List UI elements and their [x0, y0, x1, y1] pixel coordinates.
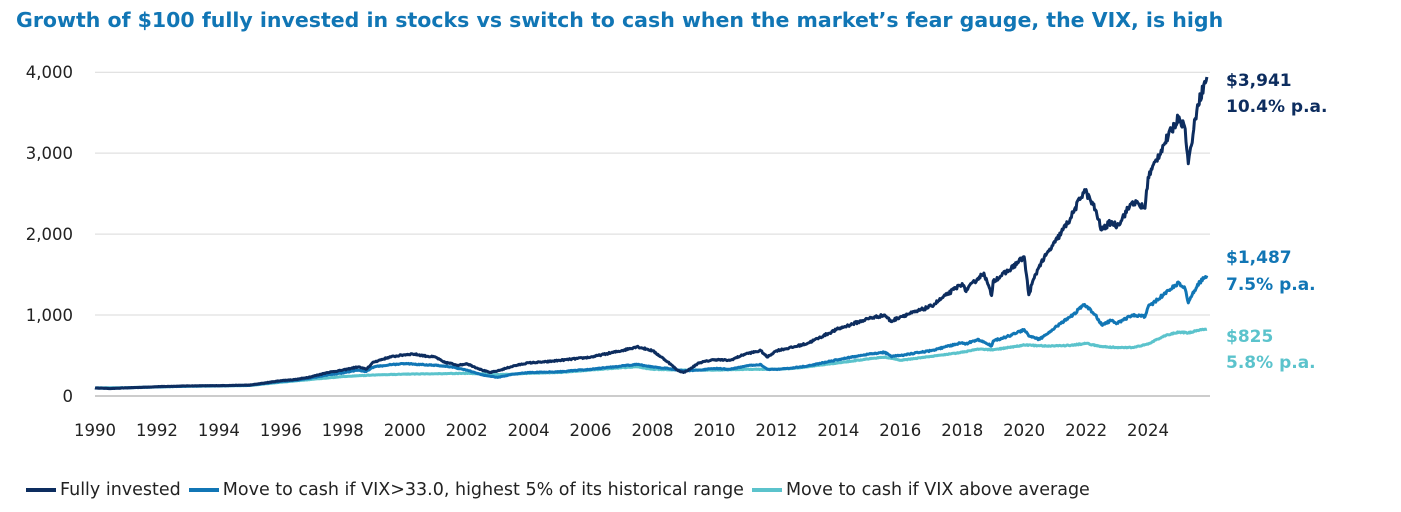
- series-line-fully-invested: [94, 76, 1209, 391]
- legend-label-fully-invested: Fully invested: [60, 480, 181, 500]
- x-tick-label-2024: 2024: [1127, 421, 1169, 440]
- x-tick-label-1998: 1998: [322, 421, 364, 440]
- x-tick-label-2010: 2010: [693, 421, 735, 440]
- legend-label-vix33: Move to cash if VIX>33.0, highest 5% of …: [222, 480, 744, 500]
- x-tick-label-1992: 1992: [136, 421, 178, 440]
- x-tick-label-2008: 2008: [632, 421, 674, 440]
- y-tick-label-1000: 1,000: [26, 306, 73, 325]
- legend-item-vix-average: Move to cash if VIX above average: [751, 480, 1090, 500]
- legend-item-vix33: Move to cash if VIX>33.0, highest 5% of …: [188, 480, 744, 500]
- axes: 0 1,000 2,000 3,000 4,000 1990 1992 1994 1996 199…: [26, 63, 1210, 440]
- x-tick-label-2000: 2000: [384, 421, 426, 440]
- legend-item-fully-invested: Fully invested: [26, 480, 181, 500]
- gridlines: [95, 71, 1210, 316]
- y-tick-label-0: 0: [63, 387, 74, 406]
- end-value-label-vix-average: $825: [1226, 327, 1273, 347]
- x-tick-label-2016: 2016: [879, 421, 921, 440]
- x-tick-label-1990: 1990: [74, 421, 116, 440]
- x-tick-label-2018: 2018: [941, 421, 983, 440]
- series-line-vix33: [94, 275, 1209, 390]
- x-tick-label-2006: 2006: [570, 421, 612, 440]
- legend: Fully invested Move to cash if VIX>33.0,…: [26, 480, 1098, 500]
- legend-swatch-fully-invested: [26, 488, 56, 492]
- end-value-label-fully-invested: $3,941: [1226, 71, 1292, 91]
- x-tick-label-1994: 1994: [198, 421, 240, 440]
- end-value-label-vix33: $1,487: [1226, 248, 1292, 268]
- x-tick-label-1996: 1996: [260, 421, 302, 440]
- legend-swatch-vix33: [188, 488, 219, 492]
- end-rate-label-vix-average: 5.8% p.a.: [1226, 353, 1316, 373]
- end-rate-label-fully-invested: 10.4% p.a.: [1226, 97, 1327, 117]
- y-tick-label-4000: 4,000: [26, 63, 73, 82]
- end-rate-label-vix33: 7.5% p.a.: [1226, 275, 1316, 295]
- y-tick-label-2000: 2,000: [26, 225, 73, 244]
- x-tick-label-2002: 2002: [446, 421, 488, 440]
- x-tick-label-2020: 2020: [1003, 421, 1045, 440]
- x-tick-label-2004: 2004: [508, 421, 550, 440]
- legend-label-vix-average: Move to cash if VIX above average: [785, 480, 1090, 500]
- x-tick-label-2014: 2014: [817, 421, 859, 440]
- series-lines: [94, 76, 1209, 391]
- x-tick-label-2012: 2012: [755, 421, 797, 440]
- line-chart: 0 1,000 2,000 3,000 4,000 1990 1992 1994 1996 199…: [26, 63, 1328, 440]
- chart-title: Growth of $100 fully invested in stocks …: [16, 8, 1224, 32]
- y-tick-label-3000: 3,000: [26, 144, 73, 163]
- legend-swatch-vix-average: [751, 488, 782, 492]
- x-tick-label-2022: 2022: [1065, 421, 1107, 440]
- end-labels: $3,941 10.4% p.a. $1,487 7.5% p.a. $825 5.8% …: [1226, 71, 1327, 373]
